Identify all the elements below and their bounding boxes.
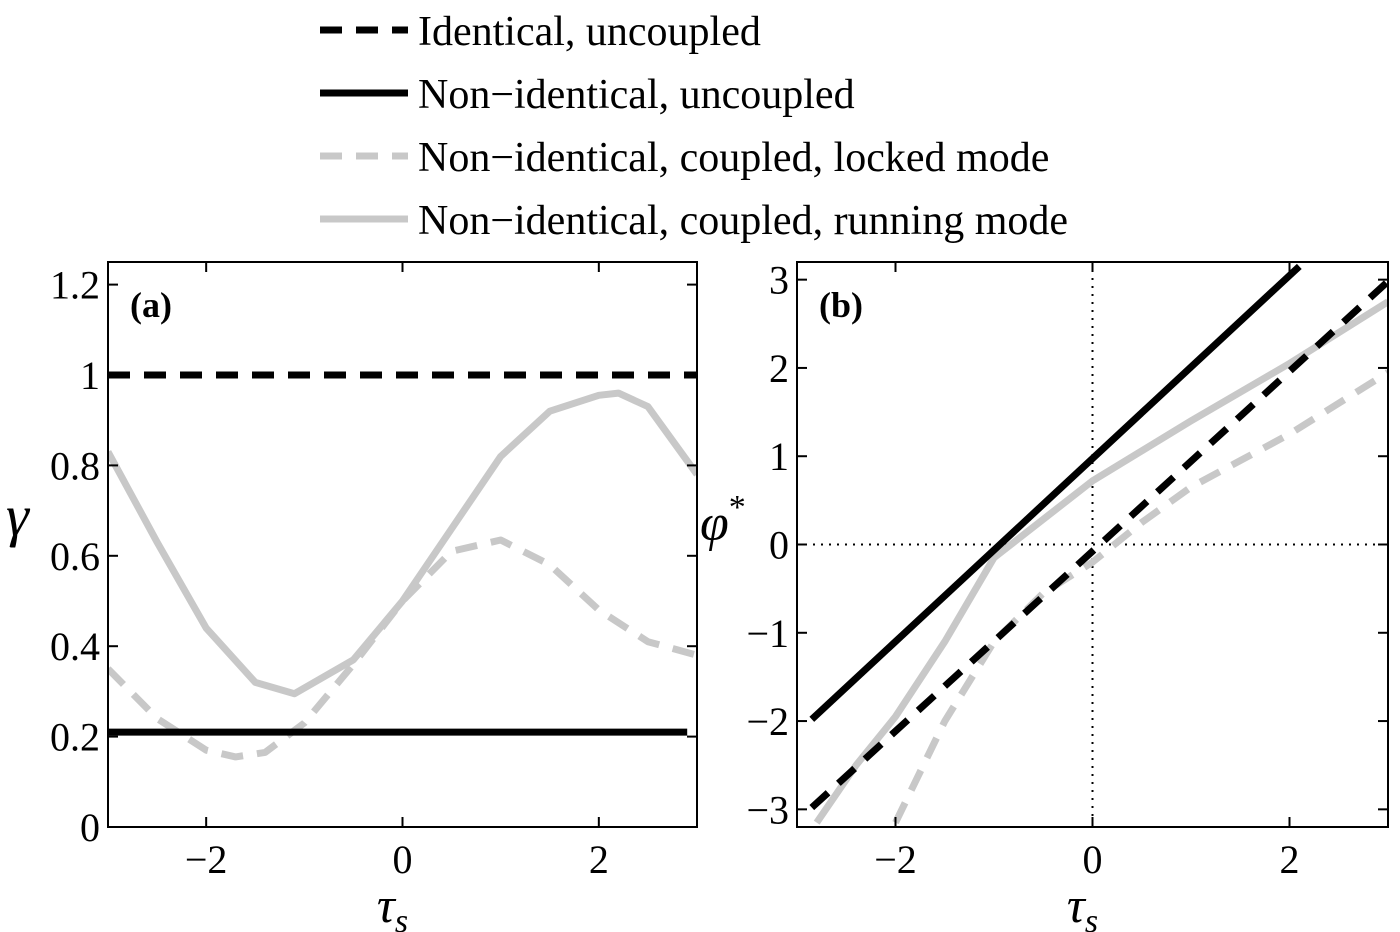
x-tick-label: 2 (589, 837, 609, 882)
x-tick-label: 2 (1280, 837, 1300, 882)
series-line-2 (892, 369, 1388, 825)
y-axis-superscript: * (729, 489, 746, 526)
x-axis-label: τs (377, 877, 408, 932)
y-tick-label: 0.8 (50, 443, 100, 488)
y-axis-label: φ* (700, 489, 746, 552)
y-axis-symbol: φ (700, 495, 729, 552)
series-group (809, 263, 1388, 825)
series-line-0 (809, 278, 1388, 811)
y-tick-label: 3 (769, 258, 789, 303)
x-tick-label: 0 (393, 837, 413, 882)
y-tick-label: 0.6 (50, 534, 100, 579)
x-axis-label: τs (1067, 877, 1098, 932)
legend-label-2: Non−identical, coupled, locked mode (418, 135, 1049, 181)
y-tick-label: 1 (80, 353, 100, 398)
series-line-3 (108, 389, 697, 698)
y-tick-label: −1 (746, 611, 789, 656)
legend-label-1: Non−identical, uncoupled (418, 72, 855, 118)
series-group (108, 371, 697, 761)
panel-a: −2 0 2 0 0.2 0.4 0.6 0.8 1 1.2 (a) τs γ (6, 261, 698, 932)
x-axis-subscript: s (1085, 903, 1098, 932)
y-tick-label: 2 (769, 346, 789, 391)
y-tick-label: 1 (769, 434, 789, 479)
y-axis-label: γ (6, 483, 31, 548)
series-line-2 (108, 536, 697, 761)
y-tick-label: 0 (769, 523, 789, 568)
legend: Identical, uncoupled Non−identical, uncou… (320, 9, 1068, 244)
x-tick-label: −2 (185, 837, 228, 882)
x-axis-subscript: s (395, 903, 408, 932)
panel-b: −2 0 2 −3 −2 −1 0 1 2 3 (b) τs φ* (700, 258, 1389, 932)
legend-label-3: Non−identical, coupled, running mode (418, 198, 1068, 244)
panel-label: (a) (130, 285, 172, 325)
series-line-3 (813, 298, 1388, 825)
legend-label-0: Identical, uncoupled (418, 9, 761, 55)
series-line-1 (809, 263, 1302, 722)
panel-label: (b) (819, 285, 863, 325)
y-tick-label: −3 (746, 787, 789, 832)
x-axis-symbol: τ (377, 877, 397, 932)
y-tick-label: 1.2 (50, 263, 100, 308)
y-tick-label: 0 (80, 805, 100, 850)
x-tick-label: 0 (1083, 837, 1103, 882)
x-axis-symbol: τ (1067, 877, 1087, 932)
y-tick-label: 0.2 (50, 715, 100, 760)
x-tick-label: −2 (874, 837, 917, 882)
y-tick-label: −2 (746, 699, 789, 744)
y-tick-label: 0.4 (50, 624, 100, 669)
